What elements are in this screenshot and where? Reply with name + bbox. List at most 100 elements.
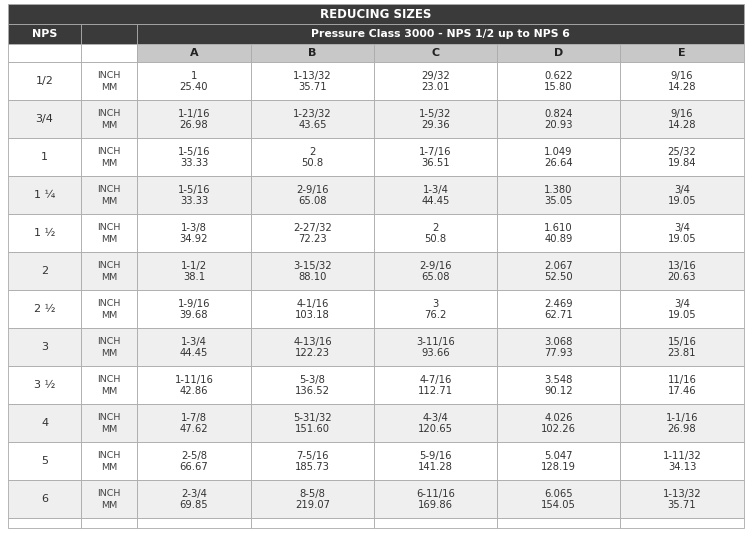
Text: INCH: INCH xyxy=(97,489,120,498)
Bar xyxy=(497,518,620,528)
Text: 26.64: 26.64 xyxy=(544,158,573,168)
Text: 2: 2 xyxy=(432,222,438,233)
Bar xyxy=(497,138,620,176)
Bar xyxy=(251,404,374,442)
Text: 33.33: 33.33 xyxy=(180,158,208,168)
Bar xyxy=(137,328,251,366)
Text: 5-31/32: 5-31/32 xyxy=(293,413,332,423)
Text: 3: 3 xyxy=(432,299,438,309)
Bar xyxy=(374,290,497,328)
Text: 11/16: 11/16 xyxy=(668,375,696,385)
Bar xyxy=(620,518,744,528)
Text: 14.28: 14.28 xyxy=(668,82,696,92)
Text: B: B xyxy=(308,48,317,58)
Text: 77.93: 77.93 xyxy=(544,348,573,358)
Text: Pressure Class 3000 - NPS 1/2 up to NPS 6: Pressure Class 3000 - NPS 1/2 up to NPS … xyxy=(311,29,570,39)
Text: 35.05: 35.05 xyxy=(544,197,573,206)
Bar xyxy=(137,252,251,290)
Bar xyxy=(137,518,251,528)
Text: 17.46: 17.46 xyxy=(668,386,696,396)
Text: INCH: INCH xyxy=(97,375,120,384)
Text: 4.026: 4.026 xyxy=(544,413,573,423)
Text: E: E xyxy=(678,48,686,58)
Bar xyxy=(620,44,744,62)
Text: 62.71: 62.71 xyxy=(544,310,573,321)
Text: 65.08: 65.08 xyxy=(299,197,327,206)
Text: 169.86: 169.86 xyxy=(418,501,453,511)
Bar xyxy=(251,138,374,176)
Bar xyxy=(497,290,620,328)
Bar xyxy=(497,214,620,252)
Text: D: D xyxy=(554,48,563,58)
Text: 5.047: 5.047 xyxy=(544,450,573,461)
Text: 3 ½: 3 ½ xyxy=(34,380,55,390)
Text: 1 ¼: 1 ¼ xyxy=(34,190,55,200)
Bar xyxy=(497,328,620,366)
Bar xyxy=(497,100,620,138)
Text: INCH: INCH xyxy=(97,451,120,460)
Text: 6.065: 6.065 xyxy=(544,489,573,498)
Text: 3/4: 3/4 xyxy=(674,222,690,233)
Text: 1/2: 1/2 xyxy=(35,76,53,86)
Text: 15.80: 15.80 xyxy=(544,82,573,92)
Text: 1-3/4: 1-3/4 xyxy=(181,337,207,347)
Bar xyxy=(81,290,137,328)
Text: 3/4: 3/4 xyxy=(674,185,690,195)
Bar xyxy=(8,62,81,100)
Text: 1-5/32: 1-5/32 xyxy=(420,109,452,119)
Text: 50.8: 50.8 xyxy=(424,235,447,245)
Bar xyxy=(620,480,744,518)
Bar xyxy=(137,404,251,442)
Text: 1.380: 1.380 xyxy=(544,185,573,195)
Text: 1-1/16: 1-1/16 xyxy=(666,413,699,423)
Bar xyxy=(251,44,374,62)
Bar xyxy=(81,176,137,214)
Bar xyxy=(497,480,620,518)
Bar xyxy=(8,480,81,518)
Text: 2 ½: 2 ½ xyxy=(34,304,55,314)
Bar xyxy=(251,328,374,366)
Bar xyxy=(137,24,744,44)
Bar xyxy=(8,4,744,24)
Text: NPS: NPS xyxy=(32,29,57,39)
Bar xyxy=(374,252,497,290)
Text: 44.45: 44.45 xyxy=(421,197,450,206)
Bar xyxy=(251,480,374,518)
Text: INCH: INCH xyxy=(97,185,120,194)
Bar xyxy=(497,176,620,214)
Bar xyxy=(137,366,251,404)
Bar xyxy=(497,442,620,480)
Text: 29/32: 29/32 xyxy=(421,71,450,81)
Text: 1-3/4: 1-3/4 xyxy=(423,185,448,195)
Text: 3/4: 3/4 xyxy=(35,114,53,124)
Text: 1-7/8: 1-7/8 xyxy=(181,413,207,423)
Text: 3/4: 3/4 xyxy=(674,299,690,309)
Bar xyxy=(81,62,137,100)
Text: 5-9/16: 5-9/16 xyxy=(420,450,452,461)
Bar xyxy=(81,442,137,480)
Text: 3.068: 3.068 xyxy=(544,337,573,347)
Bar xyxy=(374,518,497,528)
Text: 9/16: 9/16 xyxy=(671,109,693,119)
Bar xyxy=(81,44,137,62)
Bar xyxy=(137,62,251,100)
Bar xyxy=(137,44,251,62)
Bar xyxy=(374,480,497,518)
Bar xyxy=(251,252,374,290)
Bar xyxy=(137,176,251,214)
Bar xyxy=(8,100,81,138)
Text: 5: 5 xyxy=(41,456,48,466)
Text: 112.71: 112.71 xyxy=(418,386,453,396)
Bar xyxy=(374,214,497,252)
Text: 4-13/16: 4-13/16 xyxy=(293,337,332,347)
Bar xyxy=(620,214,744,252)
Bar xyxy=(620,328,744,366)
Text: 19.05: 19.05 xyxy=(668,310,696,321)
Text: 1-11/16: 1-11/16 xyxy=(174,375,214,385)
Bar xyxy=(497,404,620,442)
Bar xyxy=(497,62,620,100)
Text: 3.548: 3.548 xyxy=(544,375,573,385)
Bar xyxy=(374,62,497,100)
Bar xyxy=(374,100,497,138)
Text: 2-5/8: 2-5/8 xyxy=(181,450,207,461)
